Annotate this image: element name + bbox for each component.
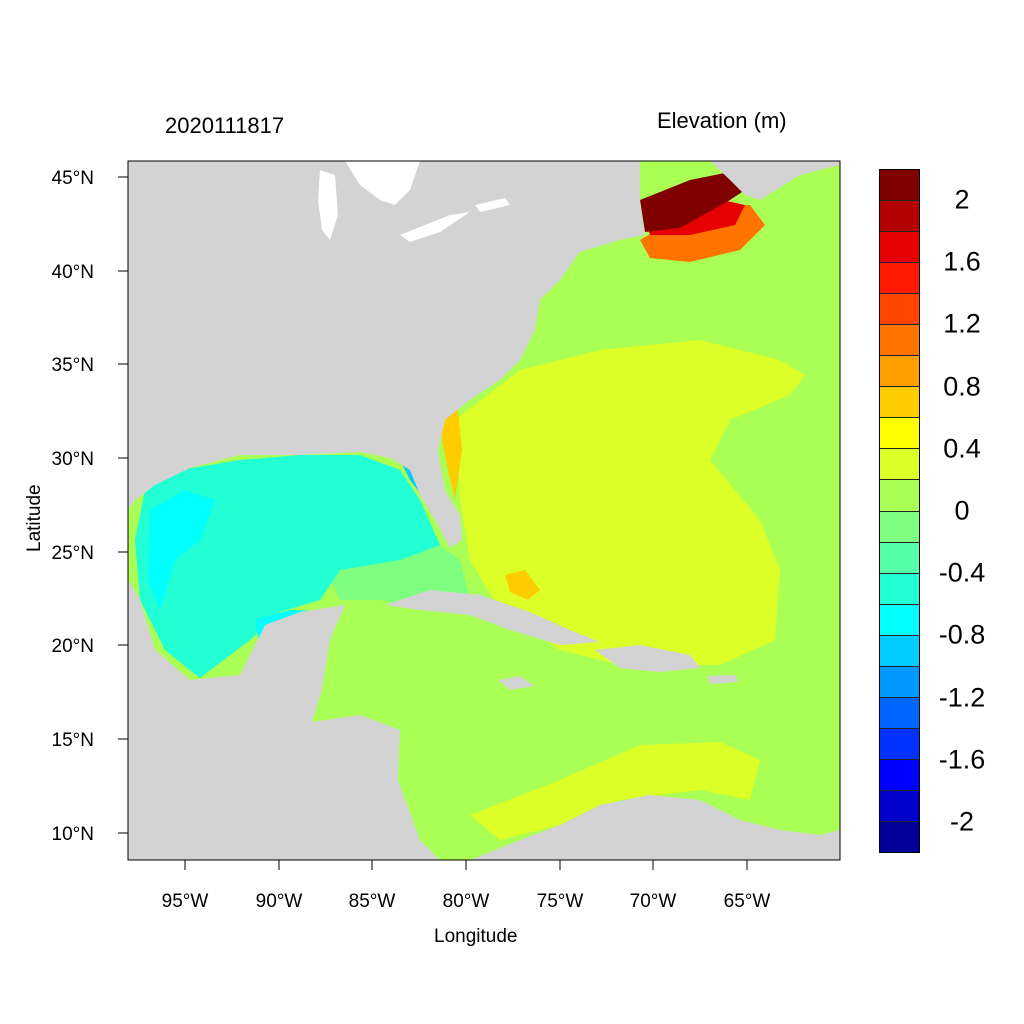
gulf-of-maine-surge — [640, 170, 760, 232]
colorbar-bin — [880, 356, 919, 388]
colorbar-bin — [880, 170, 919, 202]
gulf-inner — [148, 490, 215, 610]
colorbar-label: 0.4 — [943, 433, 981, 464]
colorbar-bin — [880, 790, 919, 822]
colorbar-bin — [880, 821, 919, 853]
colorbar-bin — [880, 294, 919, 326]
y-tick-label: 40°N — [51, 262, 94, 283]
colorbar-label: 1.2 — [943, 308, 981, 339]
colorbar-bin — [880, 418, 919, 450]
x-tick-label: 70°W — [629, 891, 677, 912]
x-tick-label: 65°W — [723, 891, 771, 912]
plot-title-variable: Elevation (m) — [657, 108, 787, 133]
colorbar-bin — [880, 232, 919, 264]
caribbean-region — [470, 742, 760, 840]
x-tick-label: 90°W — [255, 891, 303, 912]
atlantic-region — [455, 340, 805, 665]
colorbar-bin — [880, 759, 919, 791]
colorbar-label: -0.8 — [938, 619, 986, 650]
y-axis-label: Latitude — [24, 484, 45, 552]
jamaica-land — [498, 676, 535, 690]
colorbar-bin — [880, 480, 919, 512]
plot-frame — [127, 160, 841, 861]
x-axis-label: Longitude — [434, 926, 518, 947]
cuba-land — [385, 590, 600, 645]
y-tick-label: 20°N — [51, 636, 94, 657]
colorbar-bin — [880, 201, 919, 233]
south-america-land — [470, 795, 840, 860]
axis-ticks — [118, 176, 748, 870]
colorbar-bin — [880, 449, 919, 481]
x-tick-label: 95°W — [161, 891, 209, 912]
colorbar-bin — [880, 697, 919, 729]
colorbar-bin — [880, 511, 919, 543]
lake-huron-erie — [345, 161, 470, 242]
y-tick-label: 10°N — [51, 824, 94, 845]
colorbar-label: -2 — [949, 806, 974, 837]
y-tick-label: 30°N — [51, 449, 94, 470]
puerto-rico-land — [708, 675, 738, 684]
colorbar-bin — [880, 387, 919, 419]
colorbar-bin — [880, 728, 919, 760]
colorbar-bin — [880, 635, 919, 667]
colorbar-bin — [880, 573, 919, 605]
colorbar-label: -1.6 — [938, 744, 986, 775]
x-tick-label: 85°W — [348, 891, 396, 912]
colorbar — [879, 169, 920, 853]
atlantic-region — [590, 400, 650, 470]
hispaniola-land — [595, 645, 700, 672]
colorbar-label: 0.8 — [943, 371, 981, 402]
colorbar-label: -1.2 — [938, 682, 986, 713]
colorbar-label: 1.6 — [943, 246, 981, 277]
plot-title-time: 2020111817 — [165, 113, 285, 138]
canada-maritime-land — [710, 161, 840, 200]
colorbar-bin — [880, 325, 919, 357]
x-tick-label: 75°W — [536, 891, 584, 912]
colorbar-label: 0 — [954, 495, 970, 526]
y-tick-label: 25°N — [51, 543, 94, 564]
florida-east — [440, 410, 462, 500]
colorbar-bin — [880, 604, 919, 636]
gulf-region — [135, 455, 440, 678]
lake-michigan — [318, 170, 338, 240]
bahamas-region — [505, 570, 540, 600]
north-america-land — [128, 161, 645, 548]
y-tick-label: 15°N — [51, 730, 94, 751]
y-tick-label: 35°N — [51, 355, 94, 376]
x-tick-label: 80°W — [442, 891, 490, 912]
mexico-central-america-land — [128, 580, 440, 860]
lake-ontario — [475, 198, 510, 212]
colorbar-label: -0.4 — [938, 557, 986, 588]
colorbar-label: 2 — [954, 184, 970, 215]
colorbar-bin — [880, 666, 919, 698]
colorbar-bin — [880, 263, 919, 295]
y-tick-label: 45°N — [51, 168, 94, 189]
colorbar-bin — [880, 542, 919, 574]
